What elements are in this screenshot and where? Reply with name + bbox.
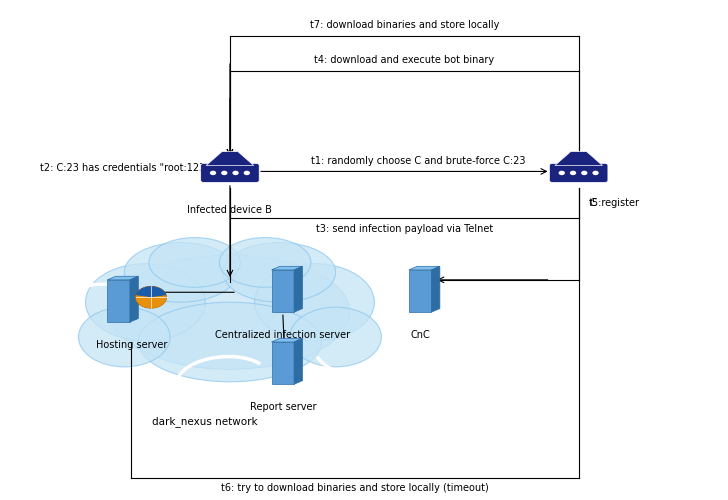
Polygon shape xyxy=(409,266,440,270)
Circle shape xyxy=(558,170,565,175)
Ellipse shape xyxy=(290,307,381,367)
Polygon shape xyxy=(107,276,138,280)
Text: CnC: CnC xyxy=(411,330,430,340)
Text: t5:register: t5:register xyxy=(589,198,640,208)
Text: Hosting server: Hosting server xyxy=(95,340,167,349)
Ellipse shape xyxy=(223,242,336,302)
Circle shape xyxy=(593,170,598,175)
Polygon shape xyxy=(272,338,303,342)
FancyBboxPatch shape xyxy=(272,270,294,312)
Ellipse shape xyxy=(255,264,374,340)
Ellipse shape xyxy=(110,255,349,370)
Ellipse shape xyxy=(149,238,240,288)
Circle shape xyxy=(210,170,216,175)
Circle shape xyxy=(221,170,227,175)
Ellipse shape xyxy=(79,307,170,367)
Text: t4: download and execute bot binary: t4: download and execute bot binary xyxy=(314,55,494,65)
Circle shape xyxy=(244,170,250,175)
Text: t7: download binaries and store locally: t7: download binaries and store locally xyxy=(309,20,499,30)
Circle shape xyxy=(232,170,239,175)
FancyBboxPatch shape xyxy=(201,164,259,182)
FancyBboxPatch shape xyxy=(107,280,130,322)
Text: C: C xyxy=(589,198,596,208)
Text: Centralized infection server: Centralized infection server xyxy=(215,330,350,340)
Wedge shape xyxy=(135,286,166,297)
Polygon shape xyxy=(294,338,303,384)
Text: Report server: Report server xyxy=(250,402,316,411)
FancyBboxPatch shape xyxy=(272,342,294,384)
FancyBboxPatch shape xyxy=(409,270,432,312)
Ellipse shape xyxy=(138,302,322,382)
Circle shape xyxy=(581,170,587,175)
Text: t3: send infection payload via Telnet: t3: send infection payload via Telnet xyxy=(316,224,493,234)
Polygon shape xyxy=(555,152,603,166)
Text: Infected device B: Infected device B xyxy=(188,205,272,215)
Ellipse shape xyxy=(124,242,237,302)
Text: t2: C:23 has credentials "root:1234": t2: C:23 has credentials "root:1234" xyxy=(40,163,215,173)
Polygon shape xyxy=(130,276,138,322)
FancyBboxPatch shape xyxy=(550,164,608,182)
Ellipse shape xyxy=(219,238,311,288)
Polygon shape xyxy=(294,266,303,312)
Text: t6: try to download binaries and store locally (timeout): t6: try to download binaries and store l… xyxy=(221,482,489,492)
Circle shape xyxy=(570,170,576,175)
Polygon shape xyxy=(206,152,254,166)
Circle shape xyxy=(135,286,167,308)
Text: t1: randomly choose C and brute-force C:23: t1: randomly choose C and brute-force C:… xyxy=(311,156,526,166)
Polygon shape xyxy=(432,266,440,312)
Polygon shape xyxy=(272,266,303,270)
Wedge shape xyxy=(135,296,167,308)
Ellipse shape xyxy=(85,264,205,340)
Text: dark_nexus network: dark_nexus network xyxy=(152,416,258,427)
